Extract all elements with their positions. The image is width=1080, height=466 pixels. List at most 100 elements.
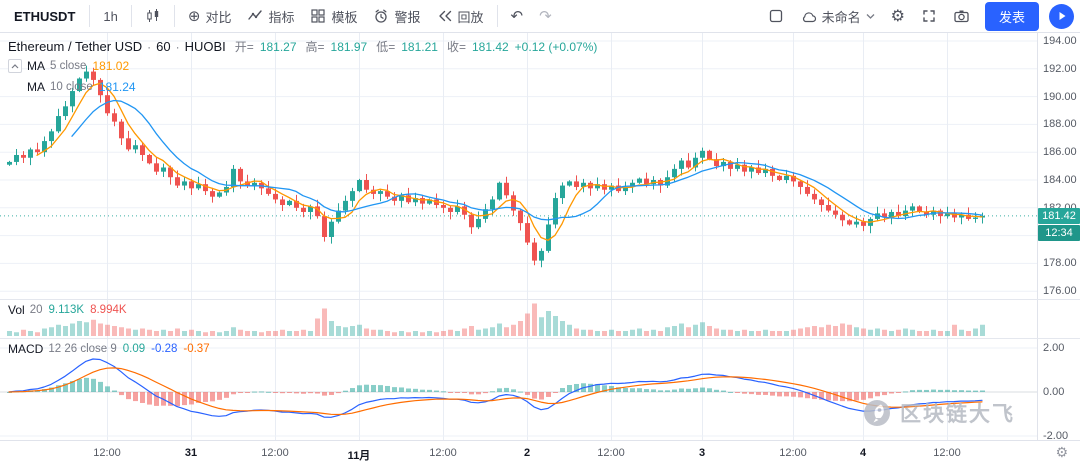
- ohlc-change-value: +0.12 (+0.07%): [514, 39, 598, 54]
- macd-axis-label: 2.00: [1043, 342, 1065, 354]
- time-axis-label: 2: [523, 447, 531, 459]
- candlestick-series: [7, 65, 985, 268]
- camera-icon: [954, 10, 969, 23]
- play-icon: [1059, 12, 1065, 20]
- alerts-label: 警报: [394, 9, 421, 25]
- pane-separator[interactable]: [0, 299, 1080, 300]
- alerts-button[interactable]: 警报: [366, 3, 427, 30]
- templates-button[interactable]: 模板: [303, 3, 364, 30]
- replay-button[interactable]: 回放: [430, 3, 491, 30]
- ma10-params: 10 close: [50, 81, 93, 93]
- templates-label: 模板: [331, 9, 358, 25]
- volume-name: Vol: [8, 303, 25, 317]
- bar-countdown-badge: 12:34: [1038, 224, 1080, 241]
- chart-style-button[interactable]: [138, 4, 168, 28]
- ma10-line: [71, 99, 983, 221]
- ma5-value: 181.02: [92, 59, 130, 73]
- price-axis-label: 178.00: [1043, 257, 1077, 270]
- legend-symbol-name: Ethereum / Tether USD: [8, 39, 143, 54]
- legend-dot: ·: [147, 39, 152, 54]
- price-axis-label: 186.00: [1043, 146, 1077, 159]
- layout-button[interactable]: [761, 4, 791, 28]
- ohlc-open-value: 181.27: [259, 39, 297, 54]
- gear-icon: ⚙: [890, 6, 905, 25]
- time-axis-label: 11月: [347, 450, 371, 462]
- ma10-legend[interactable]: MA 10 close 181.24: [8, 80, 136, 94]
- indicators-icon: [248, 10, 263, 20]
- pane-separator[interactable]: [0, 338, 1080, 339]
- undo-icon: ↶: [510, 6, 524, 25]
- macd-line: [8, 358, 983, 418]
- interval-button[interactable]: 1h: [103, 8, 118, 24]
- volume-ma-value: 8.994K: [90, 304, 127, 316]
- ohlc-close-value: 181.42: [471, 39, 509, 54]
- ohlc-high-label: 高=: [305, 40, 325, 54]
- legend-dot: ·: [175, 39, 180, 54]
- publish-button[interactable]: 发表: [984, 1, 1039, 31]
- cloud-icon: [802, 11, 816, 22]
- macd-histogram: [7, 377, 985, 407]
- time-axis-label: 12:00: [261, 447, 289, 459]
- compare-icon: ⊕: [187, 6, 201, 25]
- compare-label: 对比: [205, 9, 232, 25]
- axis-settings-gear-icon[interactable]: ⚙: [1055, 445, 1068, 461]
- ma5-line: [36, 82, 983, 241]
- top-toolbar: ETHUSDT 1h ⊕ 对比 指标 模板: [0, 0, 1080, 33]
- indicators-label: 指标: [268, 9, 295, 25]
- indicators-button[interactable]: 指标: [240, 3, 301, 30]
- redo-icon: ↷: [539, 6, 552, 25]
- collapse-indicators-button[interactable]: [8, 59, 22, 73]
- undo-button[interactable]: ↶: [504, 5, 531, 28]
- time-axis-label: 4: [859, 447, 867, 459]
- time-axis[interactable]: ⚙ 12:00 31 12:00 11月 12:00 2 12:00 3 12:00 4 12:00: [0, 440, 1080, 466]
- volume-legend[interactable]: Vol 20 9.113K 8.994K: [8, 303, 127, 317]
- fullscreen-icon: [923, 10, 935, 22]
- layout-icon: [769, 9, 782, 23]
- time-axis-label: 3: [698, 447, 706, 459]
- ohlc-low-label: 低=: [376, 40, 396, 54]
- symbol-button[interactable]: ETHUSDT: [14, 8, 76, 24]
- legend-exchange: HUOBI: [184, 39, 226, 54]
- snapshot-button[interactable]: [946, 4, 977, 28]
- macd-axis-label: 0.00: [1043, 386, 1065, 398]
- price-axis-label: 192.00: [1043, 62, 1077, 75]
- price-axis-label: 188.00: [1043, 118, 1077, 131]
- ma10-name: MA: [27, 80, 45, 94]
- ma5-legend[interactable]: MA 5 close 181.02: [8, 59, 129, 73]
- macd-hist-value: 0.09: [122, 343, 146, 355]
- replay-label: 回放: [457, 9, 484, 25]
- price-axis-label: 176.00: [1043, 285, 1077, 298]
- price-axis-label: 190.00: [1043, 90, 1077, 103]
- layout-name-label: 未命名: [821, 9, 861, 25]
- last-price-badge: 181.42: [1038, 207, 1080, 224]
- quick-action-button[interactable]: [1049, 3, 1074, 29]
- ma5-name: MA: [27, 59, 45, 73]
- time-axis-label: 12:00: [779, 447, 807, 459]
- macd-line-value: -0.28: [151, 343, 178, 355]
- time-axis-label: 12:00: [933, 447, 961, 459]
- chevron-up-icon: [11, 63, 19, 68]
- chevron-down-icon: [866, 13, 875, 19]
- ma10-value: 181.24: [98, 80, 136, 94]
- settings-button[interactable]: ⚙: [884, 4, 912, 28]
- macd-name: MACD: [8, 342, 44, 356]
- compare-button[interactable]: ⊕ 对比: [181, 3, 239, 30]
- redo-button[interactable]: ↷: [532, 5, 559, 28]
- separator: [130, 5, 132, 27]
- macd-signal-value: -0.37: [183, 343, 210, 355]
- chart-canvas[interactable]: [0, 33, 1037, 440]
- ma5-params: 5 close: [50, 60, 87, 72]
- ohlc-close-label: 收=: [446, 40, 466, 54]
- symbol-legend[interactable]: Ethereum / Tether USD · 60 · HUOBI 开= 181…: [8, 38, 597, 55]
- candlestick-icon: [147, 9, 159, 22]
- macd-legend[interactable]: MACD 12 26 close 9 0.09 -0.28 -0.37: [8, 342, 210, 356]
- alarm-clock-icon: [375, 9, 388, 23]
- macd-axis-label: -2.00: [1043, 430, 1069, 442]
- price-axis-label: 194.00: [1043, 35, 1077, 47]
- ohlc-high-value: 181.97: [330, 39, 368, 54]
- separator: [173, 5, 175, 27]
- fullscreen-button[interactable]: [914, 4, 944, 28]
- replay-icon: [438, 10, 451, 22]
- layout-name-button[interactable]: 未命名: [793, 3, 882, 30]
- volume-params: 20: [29, 304, 43, 316]
